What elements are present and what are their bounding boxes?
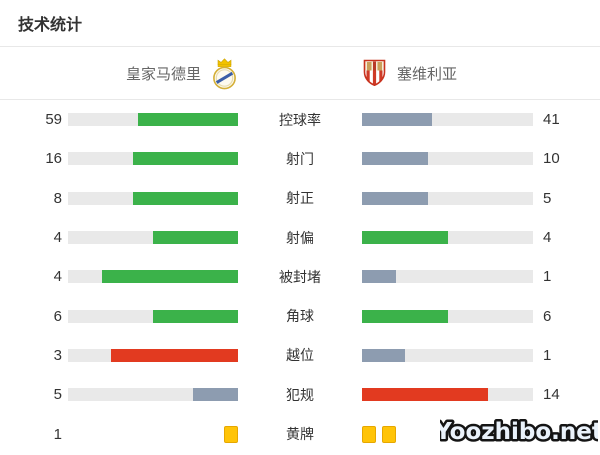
- away-bar-track: [362, 113, 533, 127]
- away-yellow-cards: [362, 425, 533, 443]
- home-bar-track: [68, 270, 238, 284]
- away-bar-track: [362, 309, 533, 323]
- away-value: 1: [543, 268, 552, 286]
- home-team-header: 皇家马德里: [0, 47, 296, 99]
- stat-row-yellow-cards: 1 黄牌: [0, 414, 600, 453]
- stat-row-shots: 16 射门 10: [0, 139, 600, 178]
- stat-label: 控球率: [279, 111, 321, 128]
- yellow-card-icon: [362, 425, 376, 443]
- page-title: 技术统计: [18, 17, 83, 34]
- away-bar-fill: [362, 270, 397, 284]
- away-bar-track: [362, 270, 533, 284]
- home-bar-fill: [153, 231, 238, 245]
- team-header: 皇家马德里: [0, 47, 600, 100]
- home-bar-fill: [193, 388, 238, 402]
- away-bar-track: [362, 348, 533, 362]
- away-bar-fill: [362, 388, 489, 402]
- away-value: 14: [543, 386, 560, 404]
- stat-label: 被封堵: [279, 268, 321, 285]
- header: 技术统计: [0, 0, 600, 47]
- yellow-card-icon: [382, 425, 396, 443]
- home-bar-track: [68, 348, 238, 362]
- stat-row-offsides: 3 越位 1: [0, 336, 600, 375]
- stat-label: 射偏: [286, 229, 314, 246]
- home-value: 4: [53, 229, 62, 247]
- away-value: 4: [543, 229, 552, 247]
- home-value: 5: [53, 386, 62, 404]
- away-value: 10: [543, 150, 560, 168]
- away-bar-fill: [362, 309, 448, 323]
- home-bar-track: [68, 113, 238, 127]
- stat-row-shots-off-target: 4 射偏 4: [0, 218, 600, 257]
- yellow-card-icon: [224, 425, 238, 443]
- home-bar-track: [68, 309, 238, 323]
- home-value: 3: [53, 346, 62, 364]
- home-bar-fill: [137, 113, 238, 127]
- away-bar-fill: [362, 348, 405, 362]
- stats-list: 59 控球率 41 16 射门 10 8 射正 5 4 射偏 4: [0, 100, 600, 454]
- away-value: 6: [543, 307, 552, 325]
- home-value: 1: [53, 425, 62, 443]
- stat-label: 越位: [286, 347, 314, 364]
- stat-label: 黄牌: [286, 426, 314, 443]
- stat-row-blocked: 4 被封堵 1: [0, 257, 600, 296]
- sevilla-crest: [362, 58, 387, 88]
- stat-row-shots-on-target: 8 射正 5: [0, 179, 600, 218]
- away-bar-fill: [362, 231, 448, 245]
- stat-label: 犯规: [286, 386, 314, 403]
- away-bar-track: [362, 388, 533, 402]
- away-value: 41: [543, 111, 560, 129]
- away-value: 1: [543, 346, 552, 364]
- away-bar-track: [362, 152, 533, 166]
- home-value: 6: [53, 307, 62, 325]
- home-value: 59: [45, 111, 62, 129]
- away-bar-fill: [362, 191, 428, 205]
- stat-row-possession: 59 控球率 41: [0, 100, 600, 139]
- home-bar-track: [68, 191, 238, 205]
- watermark-logo: Yoozhibo.net: [432, 414, 600, 453]
- home-bar-fill: [153, 309, 238, 323]
- stat-label: 射正: [286, 190, 314, 207]
- home-bar-track: [68, 231, 238, 245]
- home-value: 4: [53, 268, 62, 286]
- home-bar-fill: [133, 191, 238, 205]
- home-bar-fill: [102, 270, 238, 284]
- away-bar-track: [362, 191, 533, 205]
- stat-row-corners: 6 角球 6: [0, 296, 600, 335]
- home-bar-track: [68, 388, 238, 402]
- home-value: 8: [53, 189, 62, 207]
- away-bar-fill: [362, 113, 433, 127]
- home-value: 16: [45, 150, 62, 168]
- stat-label: 角球: [286, 308, 314, 325]
- stat-row-fouls: 5 犯规 14: [0, 375, 600, 414]
- real-madrid-crest: [211, 57, 238, 90]
- away-bar-track: [362, 231, 533, 245]
- stat-label: 射门: [286, 150, 314, 167]
- watermark-text: Yoozhibo.net: [440, 419, 598, 445]
- away-team-header: 塞维利亚: [296, 47, 600, 99]
- home-bar-track: [68, 152, 238, 166]
- home-team-name: 皇家马德里: [125, 65, 201, 83]
- away-team-name: 塞维利亚: [397, 65, 458, 83]
- home-bar-fill: [133, 152, 238, 166]
- away-value: 5: [543, 189, 552, 207]
- away-bar-fill: [362, 152, 428, 166]
- home-bar-fill: [110, 348, 238, 362]
- home-yellow-cards: [68, 425, 238, 443]
